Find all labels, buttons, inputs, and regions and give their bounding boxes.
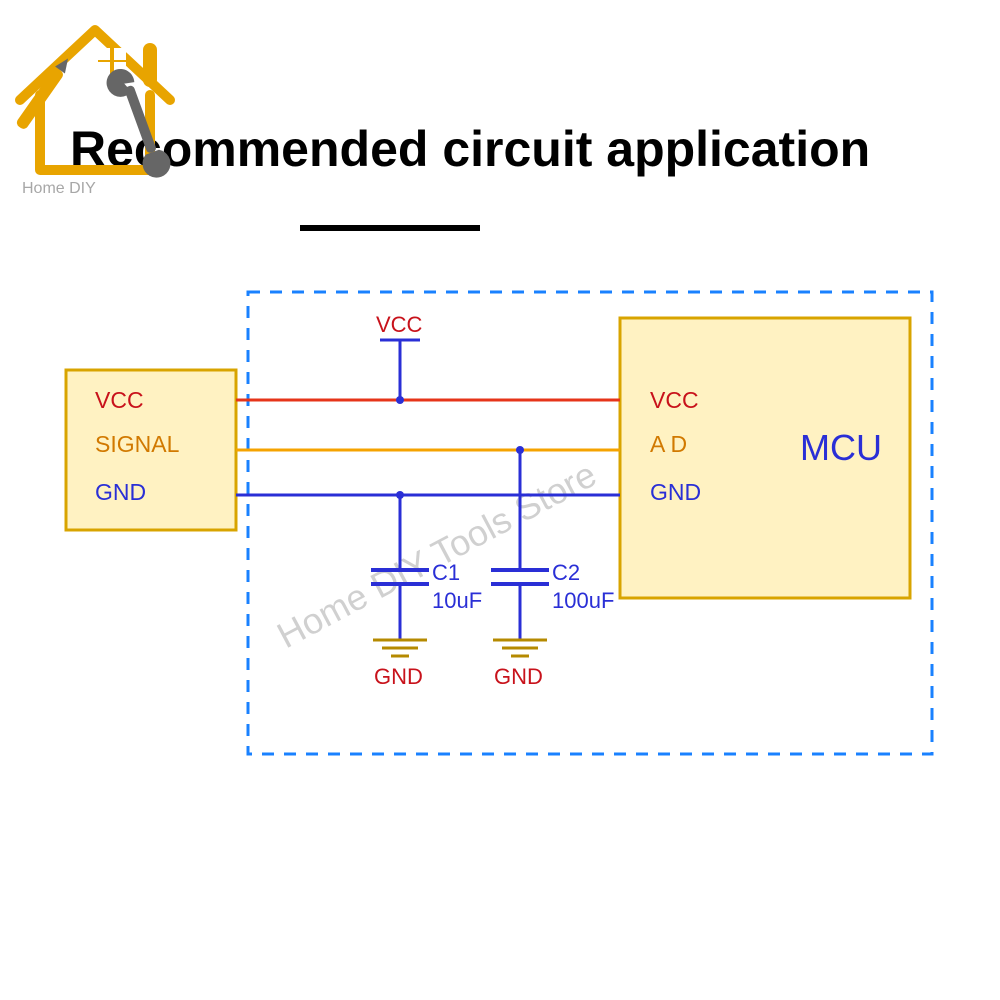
- sensor-pin-label: VCC: [95, 387, 144, 413]
- circuit-diagram: VCC SIGNAL GND MCU VCC A D GND VCC GND C1 10uF GND C…: [0, 0, 1000, 1000]
- gnd-label: GND: [494, 664, 543, 689]
- sensor-pin-label: SIGNAL: [95, 431, 180, 457]
- mcu-title: MCU: [800, 427, 882, 468]
- vcc-tap-label: VCC: [376, 312, 423, 337]
- junction: [396, 396, 404, 404]
- mcu-pin-label: VCC: [650, 387, 699, 413]
- cap-value: 100uF: [552, 588, 614, 613]
- sensor-pin-label: GND: [95, 479, 146, 505]
- junction: [516, 446, 524, 454]
- cap-value: 10uF: [432, 588, 482, 613]
- mcu-pin-label: GND: [650, 479, 701, 505]
- junction: [396, 491, 404, 499]
- mcu-pin-label: A D: [650, 431, 687, 457]
- cap-name: C2: [552, 560, 580, 585]
- cap-name: C1: [432, 560, 460, 585]
- gnd-label: GND: [374, 664, 423, 689]
